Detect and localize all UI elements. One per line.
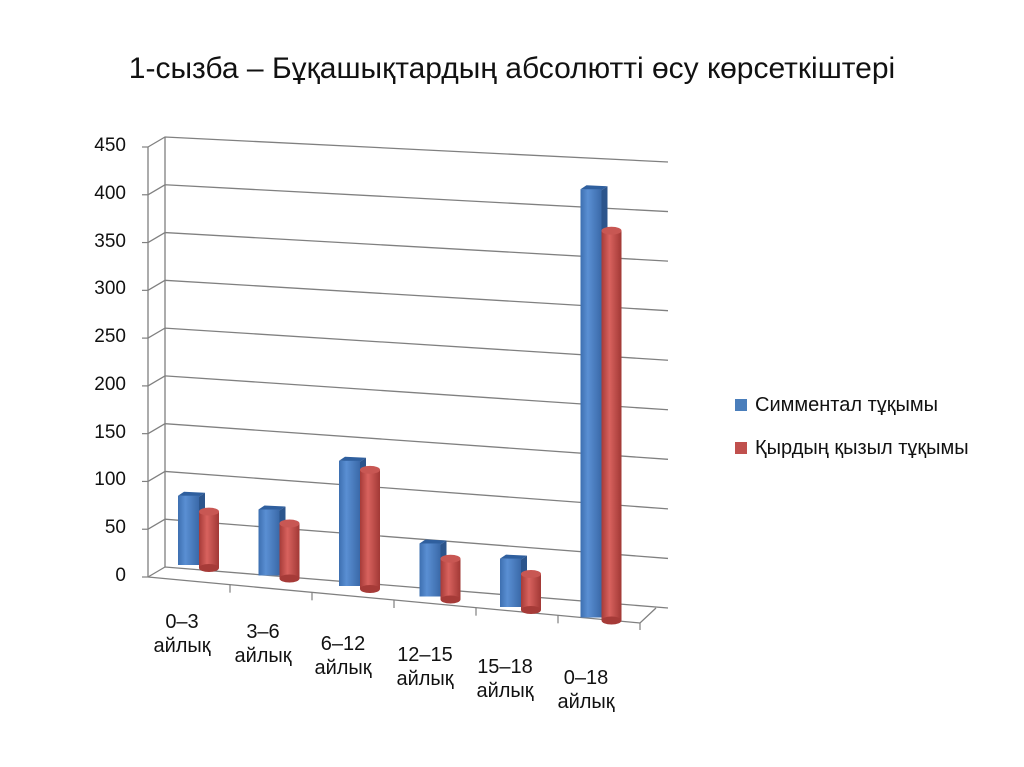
y-tick-label: 100 (94, 469, 126, 491)
x-axis-label: 0–18 айлық (541, 666, 631, 714)
gridline (147, 136, 669, 163)
x-label-range: 15–18 (477, 656, 533, 678)
y-tick-label: 300 (94, 278, 126, 300)
x-label-unit: айлық (396, 668, 454, 690)
legend-label: Қырдың қызыл тұқымы (755, 436, 969, 459)
legend-swatch-blue-icon (735, 399, 747, 411)
x-axis-label: 0–3 айлық (137, 610, 227, 658)
y-tick-label: 350 (94, 230, 126, 252)
x-label-range: 6–12 (320, 633, 366, 655)
bar-kazakh-red (360, 465, 380, 593)
legend-swatch-red-icon (735, 442, 747, 454)
x-label-range: 0–18 (563, 667, 609, 689)
y-tick-label: 400 (94, 182, 126, 204)
y-tick-label: 150 (94, 421, 126, 443)
bar-kazakh-red (440, 554, 461, 604)
x-label-unit: айлық (476, 680, 534, 702)
bar-kazakh-red (279, 519, 300, 583)
y-tick-label: 50 (104, 517, 126, 539)
x-axis-label: 15–18 айлық (460, 655, 550, 703)
x-axis-label: 3–6 айлық (218, 620, 308, 668)
bar-kazakh-red (601, 226, 622, 625)
x-label-unit: айлық (153, 635, 211, 657)
x-label-unit: айлық (557, 691, 615, 713)
x-label-unit: айлық (234, 645, 292, 667)
x-axis-label: 6–12 айлық (298, 632, 388, 680)
bar-kazakh-red (199, 507, 219, 572)
legend: Симментал тұқымы Қырдың қызыл тұқымы (735, 392, 969, 478)
y-tick-label: 200 (94, 373, 126, 395)
bar-kazakh-red (521, 569, 541, 614)
x-axis-label: 12–15 айлық (380, 643, 470, 691)
x-label-range: 12–15 (397, 644, 453, 666)
legend-item-kazakh-red: Қырдың қызыл тұқымы (735, 435, 969, 461)
x-label-range: 0–3 (165, 611, 199, 633)
x-label-unit: айлық (314, 657, 372, 679)
chart-title: 1-сызба – Бұқашықтардың абсолютті өсу кө… (128, 52, 896, 85)
y-tick-label: 250 (94, 326, 126, 348)
y-tick-label: 0 (115, 565, 126, 586)
legend-item-simmental: Симментал тұқымы (735, 392, 969, 418)
legend-label: Симментал тұқымы (755, 393, 938, 416)
x-label-range: 3–6 (246, 621, 280, 643)
y-tick-label: 450 (94, 135, 126, 156)
